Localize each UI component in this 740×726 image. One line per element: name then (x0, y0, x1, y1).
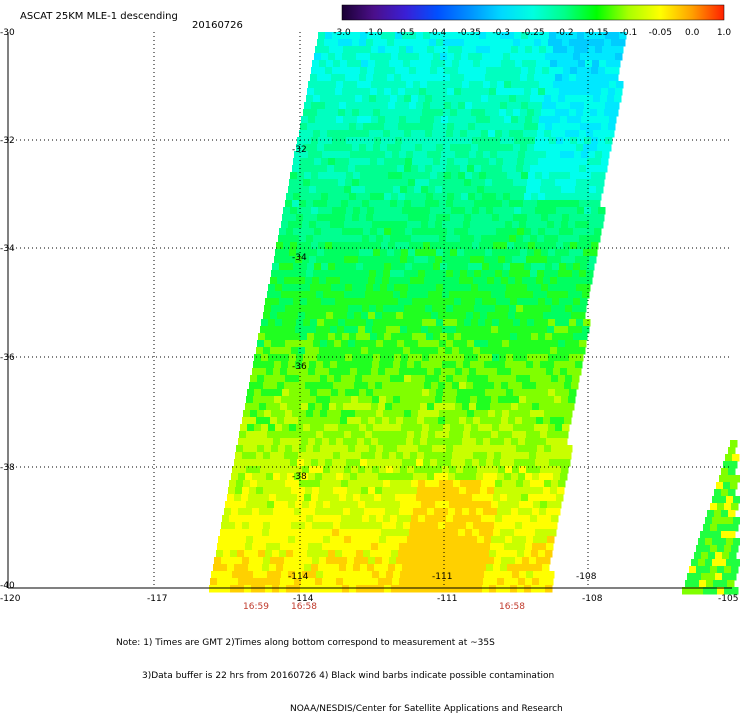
measurement-times: 16:59 16:58 16:58 (243, 602, 525, 612)
colorbar-label: -0.15 (585, 28, 608, 38)
lat-label: -34 (0, 244, 15, 254)
colorbar-label: -0.2 (556, 28, 574, 38)
lon-label: -120 (0, 594, 21, 604)
time-label: 16:58 (291, 602, 317, 612)
colorbar-label: -0.25 (521, 28, 544, 38)
lon-label: -111 (437, 594, 457, 604)
note-line: Note: 1) Times are GMT 2)Times along bot… (116, 638, 495, 648)
map-title: ASCAT 25KM MLE-1 descending (20, 11, 178, 22)
inner-lon-label: -108 (576, 572, 597, 582)
note-line: NOAA/NESDIS/Center for Satellite Applica… (290, 704, 563, 714)
map-date: 20160726 (192, 20, 243, 31)
inner-lon-label: -114 (288, 572, 309, 582)
lon-labels: -120 -117 -114 -111 -108 -105 (0, 594, 738, 604)
inner-lon-labels: -114 -111 -108 (288, 572, 597, 582)
note-line: 3)Data buffer is 22 hrs from 20160726 4)… (142, 671, 555, 681)
footnotes: Note: 1) Times are GMT 2)Times along bot… (60, 616, 700, 726)
colorbar: -3.0 -1.0 -0.5 -0.4 -0.35 -0.3 -0.25 -0.2 -0.15 -… (333, 4, 732, 38)
lat-label: -36 (0, 353, 15, 363)
inner-lat-label: -34 (292, 253, 307, 263)
data-swath (209, 32, 740, 595)
time-label: 16:59 (243, 602, 269, 612)
inner-lat-label: -36 (292, 362, 307, 372)
lat-labels: -30 -32 -34 -36 -38 -40 (0, 28, 15, 591)
colorbar-label: 0.0 (685, 28, 700, 38)
lat-label: -40 (0, 581, 15, 591)
colorbar-label: 1.0 (717, 28, 732, 38)
colorbar-label: -0.05 (649, 28, 672, 38)
inner-lat-labels: -32 -34 -36 -38 (292, 145, 307, 482)
colorbar-label: -0.5 (397, 28, 415, 38)
inner-lat-label: -32 (292, 145, 307, 155)
plot-frame (7, 32, 732, 589)
grid-lines (8, 32, 732, 588)
inner-lat-label: -38 (292, 472, 307, 482)
colorbar-label: -1.0 (365, 28, 383, 38)
colorbar-label: -0.3 (492, 28, 510, 38)
lat-label: -38 (0, 463, 15, 473)
time-label: 16:58 (499, 602, 525, 612)
colorbar-label: -0.35 (458, 28, 481, 38)
lon-label: -108 (582, 594, 603, 604)
lat-label: -30 (0, 28, 15, 38)
ascat-map: ASCAT 25KM MLE-1 descending 20160726 -3.… (0, 4, 740, 612)
colorbar-label: -0.4 (429, 28, 447, 38)
colorbar-label: -3.0 (333, 28, 351, 38)
lon-label: -105 (718, 594, 738, 604)
lon-label: -117 (147, 594, 167, 604)
colorbar-label: -0.1 (620, 28, 638, 38)
colorbar-ramp (341, 4, 725, 21)
lat-label: -32 (0, 136, 15, 146)
lon-label: -114 (293, 594, 314, 604)
inner-lon-label: -111 (432, 572, 452, 582)
